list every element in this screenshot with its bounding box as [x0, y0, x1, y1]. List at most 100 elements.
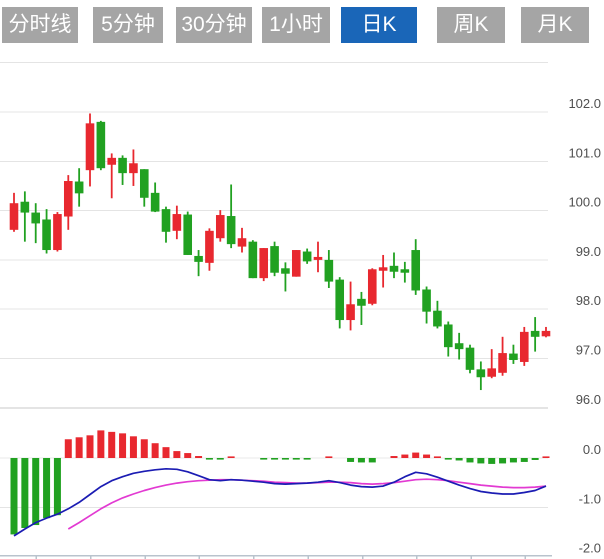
macd-bar-negative	[444, 458, 452, 460]
macd-bar-negative	[357, 458, 365, 463]
macd-bar-positive	[86, 435, 94, 458]
macd-bar-negative	[43, 458, 51, 519]
x-axis	[0, 554, 552, 559]
candle-down	[42, 219, 51, 251]
macd-bar-positive	[108, 431, 116, 458]
tab-30min[interactable]: 30分钟	[176, 7, 252, 43]
candle-up	[172, 214, 182, 231]
candle-down	[530, 330, 540, 337]
candle-down	[335, 279, 345, 321]
macd-bar-negative	[477, 458, 485, 464]
candle-up	[107, 157, 117, 165]
candle-down	[509, 353, 518, 360]
macd-bar-positive	[162, 447, 170, 458]
candle-up	[498, 353, 507, 373]
macd-bar-negative	[509, 458, 517, 463]
price-axis-label: 97.0	[576, 343, 601, 358]
candle-down	[281, 268, 290, 274]
macd-bar-positive	[151, 443, 159, 458]
price-axis-label: 102.0	[568, 96, 601, 111]
macd-bar-negative	[347, 458, 355, 462]
candle-down	[226, 216, 236, 245]
macd-bar-negative	[499, 458, 507, 464]
price-axis-label: 99.0	[576, 244, 601, 259]
macd-bar-negative	[488, 458, 496, 464]
macd-bar-positive	[412, 452, 420, 458]
macd-bar-positive	[433, 456, 441, 458]
tab-daily-k[interactable]: 日K	[341, 7, 417, 43]
candle-up	[85, 123, 95, 171]
macd-bar-positive	[401, 454, 409, 458]
macd-bar-positive	[129, 436, 137, 458]
candle-down	[422, 289, 431, 312]
candle-down	[357, 298, 366, 306]
macd-axis-labels: 0.0 -1.0 -2.0	[579, 442, 601, 556]
candlesticks	[9, 113, 551, 391]
macd-bar-positive	[195, 456, 203, 458]
candle-down	[465, 347, 475, 370]
candle-up	[215, 215, 225, 239]
candle-up	[487, 368, 497, 377]
price-axis-labels: 102.0 101.0 100.0 99.0 98.0 97.0 96.0	[568, 96, 601, 407]
price-axis-label: 101.0	[568, 145, 601, 160]
macd-bar-positive	[97, 430, 105, 458]
macd-bar-negative	[271, 458, 279, 460]
macd-bar-negative	[32, 458, 40, 526]
macd-bar-negative	[303, 458, 311, 460]
candle-down	[161, 209, 171, 232]
tab-weekly-k[interactable]: 周K	[437, 7, 505, 43]
macd-bar-positive	[173, 451, 181, 458]
candle-down	[454, 343, 464, 350]
macd-bar-positive	[184, 453, 192, 458]
macd-bar-positive	[423, 454, 431, 458]
candle-up	[313, 256, 323, 260]
macd-bar-negative	[10, 458, 18, 535]
candle-down	[118, 157, 127, 174]
macd-bar-positive	[64, 439, 72, 458]
candle-up	[259, 248, 269, 279]
macd-axis-label: -2.0	[579, 541, 601, 556]
macd-bar-negative	[216, 458, 224, 460]
price-axis-label: 100.0	[568, 195, 601, 210]
macd-bar-positive	[119, 433, 127, 458]
tab-timeline[interactable]: 分时线	[2, 7, 78, 43]
macd-bar-negative	[531, 458, 539, 460]
tab-1hour[interactable]: 1小时	[262, 7, 330, 43]
kline-macd-chart[interactable]: 102.0 101.0 100.0 99.0 98.0 97.0 96.0 0.0 -1.0 -2…	[0, 46, 604, 559]
candle-down	[150, 192, 160, 212]
candle-down	[74, 181, 84, 194]
macd-bar-positive	[227, 456, 235, 458]
candle-down	[324, 259, 334, 282]
tab-5min[interactable]: 5分钟	[93, 7, 163, 43]
candle-down	[139, 169, 149, 198]
candle-down	[476, 369, 486, 378]
candle-up	[367, 269, 377, 304]
macd-bar-negative	[281, 458, 289, 460]
candle-up	[205, 230, 214, 263]
tab-monthly-k[interactable]: 月K	[521, 7, 589, 43]
candle-up	[53, 214, 62, 251]
candle-up	[346, 304, 355, 321]
candle-down	[433, 310, 442, 327]
candle-down	[389, 265, 399, 272]
candle-down	[443, 324, 453, 348]
candle-up	[129, 163, 138, 174]
candle-up	[519, 331, 529, 362]
price-axis-label: 96.0	[576, 392, 601, 407]
candle-down	[20, 201, 30, 213]
macd-bar-negative	[260, 458, 268, 460]
candle-down	[400, 269, 410, 273]
macd-bar-negative	[292, 458, 300, 460]
macd-axis-label: -1.0	[579, 491, 601, 506]
macd-bar-positive	[140, 439, 148, 458]
candle-up	[541, 330, 551, 337]
macd-bar-negative	[520, 458, 528, 462]
macd-bar-positive	[542, 456, 550, 458]
candle-down	[248, 241, 258, 279]
candle-down	[270, 246, 279, 273]
price-axis-label: 98.0	[576, 293, 601, 308]
timeframe-tabbar: 分时线 5分钟 30分钟 1小时 日K 周K 月K	[0, 7, 589, 43]
macd-bar-positive	[325, 456, 333, 458]
candle-down	[183, 214, 193, 255]
